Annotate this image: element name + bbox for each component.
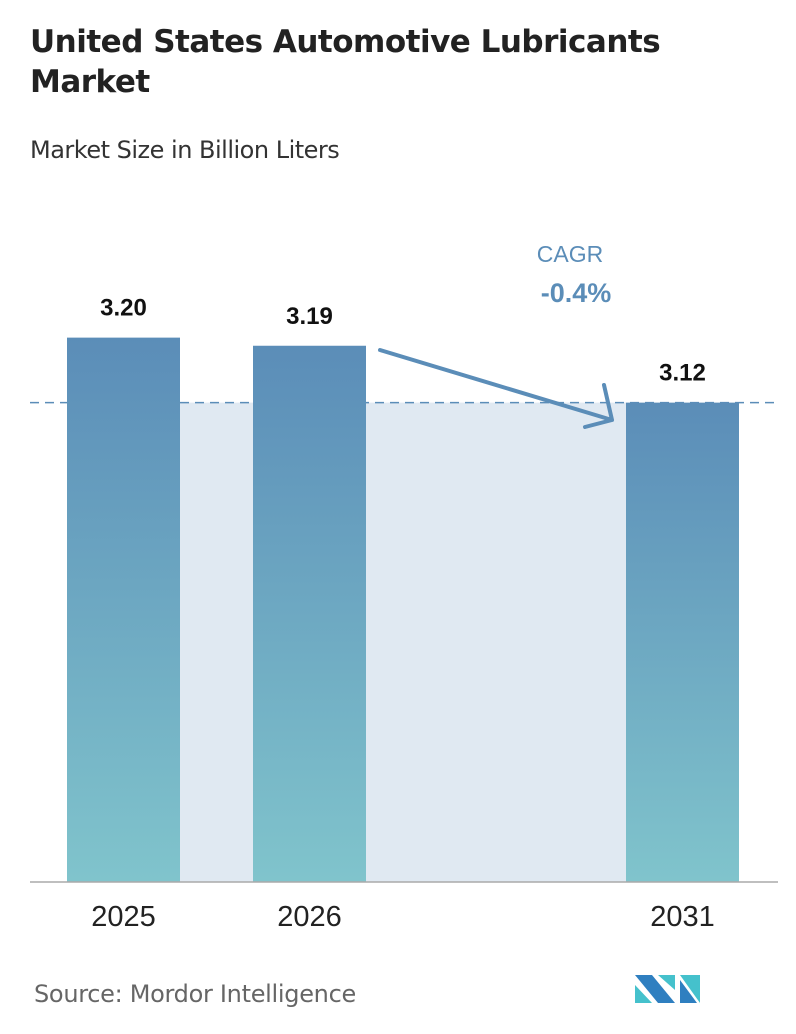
shaded-region <box>180 402 626 882</box>
cagr-arrow <box>378 348 614 429</box>
value-label-2026: 3.19 <box>286 303 333 330</box>
bar-2031 <box>626 402 739 882</box>
x-tick-2026: 2026 <box>277 901 342 933</box>
x-tick-2031: 2031 <box>650 901 715 933</box>
source-text: Source: Mordor Intelligence <box>34 980 356 1008</box>
value-label-2025: 3.20 <box>100 295 147 322</box>
chart-title: United States Automotive Lubricants Mark… <box>30 24 661 100</box>
x-tick-2025: 2025 <box>91 901 156 933</box>
value-label-2031: 3.12 <box>659 360 706 387</box>
bar-2025 <box>67 337 180 882</box>
cagr-label: CAGR <box>537 241 603 267</box>
chart-subtitle: Market Size in Billion Liters <box>30 136 340 164</box>
cagr-value: -0.4% <box>541 278 612 308</box>
bar-2026 <box>253 345 366 882</box>
